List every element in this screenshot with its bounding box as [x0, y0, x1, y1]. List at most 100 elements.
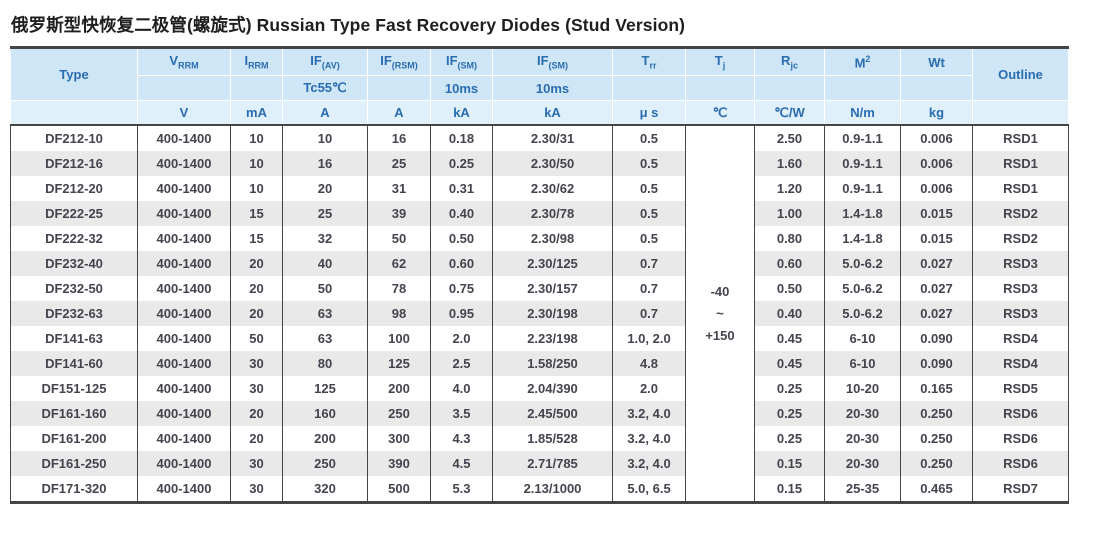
cell: 0.250: [900, 426, 973, 451]
cell: 2.50: [754, 125, 825, 151]
cell: DF141-60: [10, 351, 138, 376]
header-label-sub: (SM): [548, 60, 569, 71]
cell: 10: [282, 125, 368, 151]
header-label-sub: j: [722, 60, 726, 71]
cell: 400-1400: [137, 151, 231, 176]
header-cell-ifav: IF(AV): [282, 47, 368, 76]
cell: 78: [367, 276, 431, 301]
cell: 1.58/250: [492, 351, 613, 376]
header-cell-tj: Tj: [685, 47, 755, 76]
cell: 0.015: [900, 226, 973, 251]
cell: DF151-125: [10, 376, 138, 401]
cell: DF171-320: [10, 476, 138, 503]
header-cell-outline: Outline: [972, 47, 1069, 101]
cell: RSD3: [972, 301, 1069, 326]
cell: DF161-250: [10, 451, 138, 476]
cell: 80: [282, 351, 368, 376]
condition-cell-ifsm2: 10ms: [492, 75, 613, 101]
cell: 0.006: [900, 151, 973, 176]
header-cell-rjc: Rjc: [754, 47, 825, 76]
cell: DF222-25: [10, 201, 138, 226]
cell: 2.45/500: [492, 401, 613, 426]
tj-range-line: ~: [716, 305, 724, 321]
cell: 16: [367, 125, 431, 151]
table-row: DF212-10 400-1400 10 10 16 0.18 2.30/31 0.5 -40 ~…: [10, 125, 1069, 503]
header-cell-wt: Wt: [900, 47, 973, 76]
cell: DF161-160: [10, 401, 138, 426]
cell: 0.5: [612, 151, 686, 176]
unit-cell-ifsm1: kA: [430, 100, 493, 126]
table-row: DF232-50 400-1400 20 50 78 0.75 2.30/157 0.7 0.5…: [10, 276, 1069, 301]
header-label-sub: jc: [790, 60, 798, 71]
cell: 15: [230, 201, 283, 226]
cell: 1.00: [754, 201, 825, 226]
header-label: Outline: [998, 67, 1043, 82]
cell: 0.090: [900, 351, 973, 376]
cell: 98: [367, 301, 431, 326]
condition-cell-ifsm1: 10ms: [430, 75, 493, 101]
cell: 400-1400: [137, 176, 231, 201]
cell: 0.18: [430, 125, 493, 151]
cell: DF212-20: [10, 176, 138, 201]
cell: 320: [282, 476, 368, 503]
cell: 2.30/50: [492, 151, 613, 176]
cell: 0.7: [612, 276, 686, 301]
cell: 200: [282, 426, 368, 451]
cell: 2.23/198: [492, 326, 613, 351]
cell: RSD7: [972, 476, 1069, 503]
table-row: DF161-160 400-1400 20 160 250 3.5 2.45/500 3.2,…: [10, 401, 1069, 426]
header-label-sub: (RSM): [391, 60, 418, 71]
cell: RSD4: [972, 326, 1069, 351]
cell: 20: [282, 176, 368, 201]
header-label: M: [854, 55, 866, 71]
cell: RSD5: [972, 376, 1069, 401]
cell: 0.027: [900, 276, 973, 301]
header-cell-ifsm2: IF(SM): [492, 47, 613, 76]
header-label: R: [781, 53, 791, 69]
cell: 125: [367, 351, 431, 376]
cell: 2.30/62: [492, 176, 613, 201]
cell: 400-1400: [137, 351, 231, 376]
table-row: DF232-63 400-1400 20 63 98 0.95 2.30/198 0.7 0.4…: [10, 301, 1069, 326]
cell: 1.60: [754, 151, 825, 176]
cell: 0.80: [754, 226, 825, 251]
cell: 0.9-1.1: [824, 151, 901, 176]
cell: 25-35: [824, 476, 901, 503]
cell: 10: [230, 151, 283, 176]
cell: RSD4: [972, 351, 1069, 376]
cell: 400-1400: [137, 476, 231, 503]
unit-cell-wt: kg: [900, 100, 973, 126]
cell: 2.5: [430, 351, 493, 376]
cell: 0.5: [612, 176, 686, 201]
cell: RSD6: [972, 401, 1069, 426]
header-label-sub: RRM: [178, 60, 199, 71]
cell: 1.0, 2.0: [612, 326, 686, 351]
cell: RSD1: [972, 125, 1069, 151]
header-label: IF: [310, 53, 322, 69]
cell: 20: [230, 251, 283, 276]
cell: 2.13/1000: [492, 476, 613, 503]
cell: 2.30/125: [492, 251, 613, 276]
diode-spec-table: Type VRRM IRRM IF(AV) IF(RSM) IF(SM) IF(SM) Trr…: [10, 46, 1069, 504]
cell: 20: [230, 426, 283, 451]
cell: 4.0: [430, 376, 493, 401]
cell: 2.30/198: [492, 301, 613, 326]
header-label-sub: rr: [649, 60, 657, 71]
cell: 0.60: [430, 251, 493, 276]
cell: 30: [230, 476, 283, 503]
unit-cell-tj: ℃: [685, 100, 755, 126]
cell: 400-1400: [137, 201, 231, 226]
cell: 5.0, 6.5: [612, 476, 686, 503]
condition-cell-irrm: [230, 75, 283, 101]
cell: DF232-50: [10, 276, 138, 301]
header-cell-ifsm1: IF(SM): [430, 47, 493, 76]
cell: DF161-200: [10, 426, 138, 451]
cell: 25: [367, 151, 431, 176]
cell: RSD1: [972, 176, 1069, 201]
condition-cell-ifrsm: [367, 75, 431, 101]
cell: 200: [367, 376, 431, 401]
cell: RSD3: [972, 276, 1069, 301]
cell: 0.027: [900, 251, 973, 276]
cell: DF212-10: [10, 125, 138, 151]
cell: 31: [367, 176, 431, 201]
